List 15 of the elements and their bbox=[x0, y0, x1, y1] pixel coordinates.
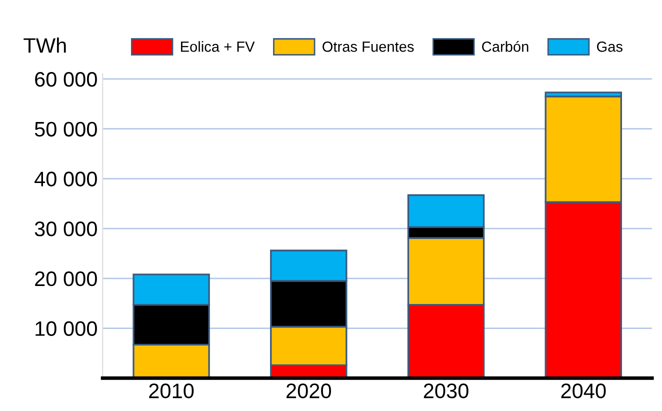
legend-label: Carbón bbox=[482, 40, 528, 52]
x-tick-label: 2030 bbox=[424, 384, 468, 398]
y-axis-title: TWh bbox=[24, 38, 66, 53]
x-tick-label: 2010 bbox=[149, 384, 194, 398]
y-tick-label: 40 000 bbox=[34, 172, 97, 186]
x-tick-label: 2040 bbox=[561, 384, 606, 398]
x-tick-label: 2020 bbox=[286, 384, 332, 398]
y-tick-label: 50 000 bbox=[34, 122, 97, 137]
legend-label: Eolica + FV bbox=[181, 41, 255, 52]
y-tick-label: 10 000 bbox=[36, 321, 97, 336]
y-tick-label: 30 000 bbox=[34, 222, 97, 236]
legend-label: Otras Fuentes bbox=[322, 42, 414, 52]
legend-label: Gas bbox=[596, 42, 622, 52]
y-tick-label: 60 000 bbox=[35, 72, 97, 87]
y-tick-label: 20 000 bbox=[35, 271, 97, 286]
